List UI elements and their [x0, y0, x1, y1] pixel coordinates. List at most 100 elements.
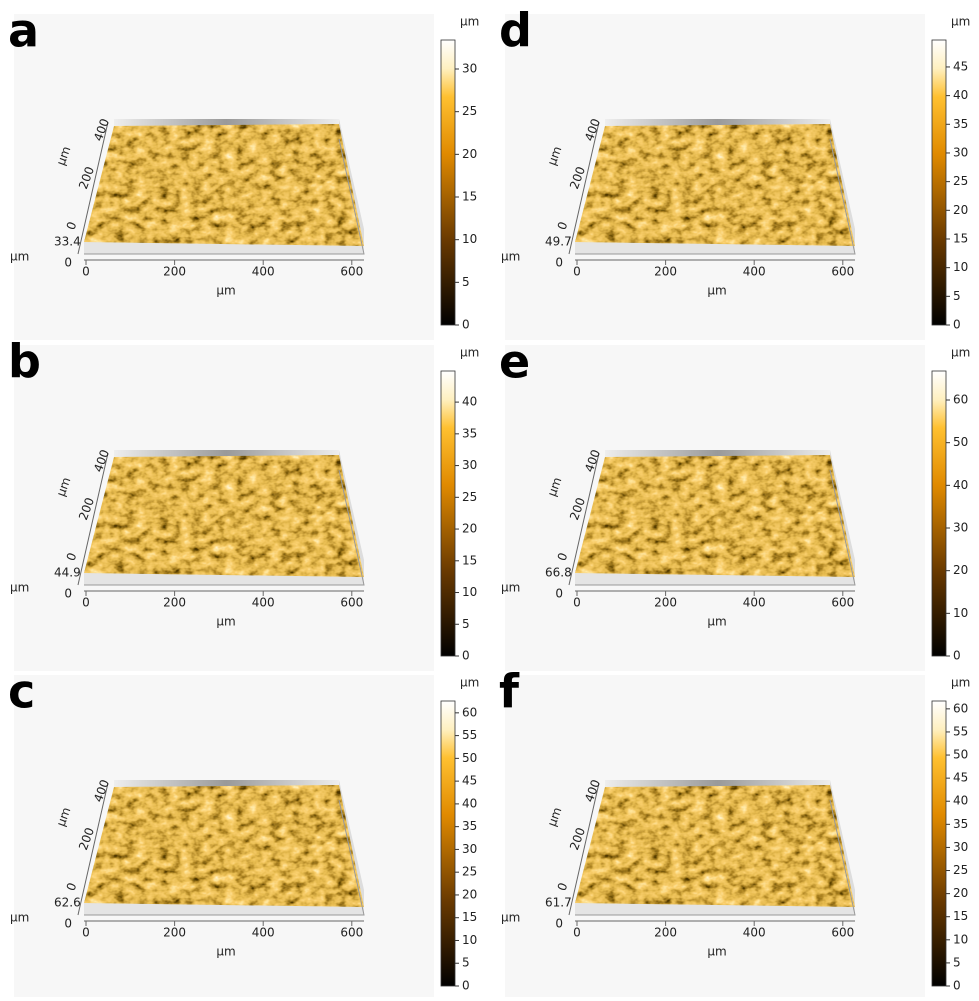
y-axis-title: µm: [54, 475, 74, 498]
z-zero-label: 0: [555, 917, 563, 931]
colorbar: [931, 700, 947, 987]
colorbar-tick-label: 10: [953, 260, 968, 274]
colorbar-tick-label: 45: [953, 771, 968, 785]
z-zero-label: 0: [64, 587, 72, 601]
colorbar-tick-label: 50: [953, 435, 968, 449]
x-tick-label: 400: [252, 596, 275, 610]
colorbar-tick-label: 10: [462, 933, 477, 947]
colorbar-tick-label: 45: [953, 59, 968, 73]
colorbar-tick-label: 35: [953, 117, 968, 131]
colorbar-tick-label: 0: [953, 979, 961, 993]
z-unit: µm: [501, 581, 520, 595]
surface: [575, 785, 855, 907]
surface: [575, 124, 855, 246]
base-edge: [84, 469, 365, 586]
y-axis-title: µm: [545, 805, 565, 828]
colorbar-tick-label: 5: [953, 289, 961, 303]
x-tick-label: 0: [82, 596, 90, 610]
colorbar-tick-label: 15: [462, 553, 477, 567]
colorbar-tick-label: 25: [462, 865, 477, 879]
base-edge: [575, 469, 856, 586]
colorbar: [440, 700, 456, 987]
x-tick-label: 0: [573, 926, 581, 940]
colorbar-unit: µm: [460, 15, 479, 29]
colorbar-unit: µm: [951, 15, 970, 29]
y-axis-title: µm: [545, 144, 565, 167]
colorbar-tick-label: 5: [462, 617, 470, 631]
colorbar-tick-label: 55: [462, 728, 477, 742]
z-unit: µm: [501, 250, 520, 264]
y-axis-title: µm: [54, 805, 74, 828]
colorbar-tick-label: 45: [462, 774, 477, 788]
z-max-label: 49.7: [545, 235, 572, 249]
colorbar-tick-label: 40: [462, 395, 477, 409]
panel-label: d: [499, 4, 532, 58]
colorbar-unit: µm: [460, 676, 479, 690]
z-max-label: 33.4: [54, 235, 81, 249]
colorbar-tick-label: 40: [953, 794, 968, 808]
x-axis-title: µm: [216, 945, 235, 959]
colorbar-tick-label: 20: [462, 887, 477, 901]
base-edge: [575, 138, 856, 255]
colorbar-tick-label: 30: [462, 62, 477, 76]
colorbar-tick-label: 0: [953, 318, 961, 332]
x-axis-title: µm: [707, 284, 726, 298]
y-axis: [77, 452, 109, 586]
x-tick-label: 400: [252, 926, 275, 940]
surface: [84, 785, 364, 907]
x-tick-label: 0: [573, 596, 581, 610]
x-tick-label: 0: [573, 265, 581, 279]
colorbar-tick-label: 40: [953, 88, 968, 102]
colorbar-tick-label: 10: [462, 585, 477, 599]
colorbar-tick-label: 20: [953, 886, 968, 900]
colorbar-unit: µm: [951, 346, 970, 360]
colorbar-tick-label: 15: [953, 909, 968, 923]
panel-label: a: [8, 4, 39, 58]
surface: [575, 455, 855, 577]
colorbar-tick-label: 0: [462, 649, 470, 663]
z-max-label: 61.7: [545, 896, 572, 910]
panel-label: c: [8, 665, 35, 719]
y-axis-title: µm: [54, 144, 74, 167]
x-tick-label: 600: [831, 926, 854, 940]
x-tick-label: 200: [654, 926, 677, 940]
surface: [84, 124, 364, 246]
colorbar-tick-label: 60: [953, 393, 968, 407]
colorbar: [440, 370, 456, 657]
colorbar-tick-label: 40: [953, 478, 968, 492]
z-zero-label: 0: [64, 256, 72, 270]
colorbar-tick-label: 5: [953, 955, 961, 969]
x-tick-label: 200: [654, 265, 677, 279]
colorbar-unit: µm: [951, 676, 970, 690]
base-edge: [575, 799, 856, 916]
z-zero-label: 0: [555, 587, 563, 601]
colorbar-tick-label: 10: [462, 232, 477, 246]
base-edge: [84, 138, 365, 255]
z-max-label: 62.6: [54, 896, 81, 910]
y-axis: [568, 782, 600, 916]
y-tick-label: 0: [64, 881, 80, 893]
x-axis-title: µm: [707, 615, 726, 629]
colorbar-tick-label: 20: [953, 563, 968, 577]
z-unit: µm: [10, 911, 29, 925]
colorbar-tick-label: 0: [953, 649, 961, 663]
x-tick-label: 400: [252, 265, 275, 279]
x-tick-label: 0: [82, 926, 90, 940]
colorbar-tick-label: 50: [462, 751, 477, 765]
colorbar-tick-label: 0: [462, 979, 470, 993]
panel-label: e: [499, 335, 530, 389]
colorbar-tick-label: 10: [953, 606, 968, 620]
colorbar-tick-label: 20: [462, 147, 477, 161]
x-tick-label: 200: [163, 265, 186, 279]
colorbar-tick-label: 30: [462, 458, 477, 472]
colorbar: [931, 370, 947, 657]
colorbar-tick-label: 15: [462, 910, 477, 924]
colorbar-unit: µm: [460, 346, 479, 360]
colorbar-tick-label: 40: [462, 796, 477, 810]
colorbar-tick-label: 5: [462, 275, 470, 289]
colorbar-tick-label: 0: [462, 318, 470, 332]
x-tick-label: 400: [743, 596, 766, 610]
